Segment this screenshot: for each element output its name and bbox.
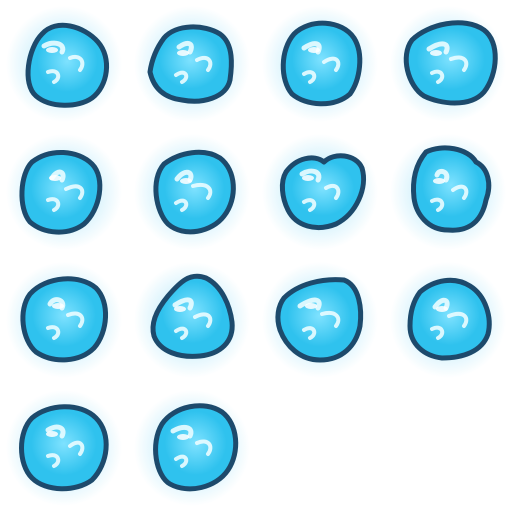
ice-highlight [68, 440, 85, 456]
ice-sparkle [49, 175, 61, 181]
ice-sparkle [174, 306, 186, 312]
ice-blob-body [407, 277, 492, 361]
ice-blob-body [150, 273, 235, 359]
ice-crystal-icon [134, 134, 250, 250]
ice-highlight [46, 325, 61, 340]
ice-highlight [430, 69, 445, 84]
ice-blob-frame-8 [384, 128, 512, 256]
ice-highlight [68, 55, 85, 72]
ice-highlight [432, 297, 450, 311]
ice-blob-body [19, 149, 103, 235]
ice-highlight [447, 311, 469, 328]
ice-highlight [430, 197, 445, 212]
ice-highlight [46, 69, 61, 84]
ice-highlight [195, 439, 213, 456]
ice-crystal-icon [134, 262, 250, 378]
ice-sparkle [308, 47, 320, 53]
ice-blob-body [19, 404, 109, 492]
ice-crystal-icon [262, 134, 378, 250]
ice-highlight [302, 326, 317, 340]
ice-highlight [449, 55, 469, 72]
ice-crystal-icon [262, 6, 378, 122]
ice-crystal-icon [6, 262, 122, 378]
ice-sparkle [177, 434, 189, 440]
ice-highlight [45, 424, 66, 439]
ice-sparkle [430, 50, 442, 56]
ice-highlight [302, 70, 317, 84]
ice-highlight [46, 453, 61, 468]
ice-blob-frame-14 [128, 384, 256, 512]
ice-highlight [297, 297, 322, 311]
ice-highlight [174, 326, 189, 340]
ice-highlight [176, 40, 194, 55]
ice-highlight [195, 55, 213, 72]
ice-blob-body [280, 20, 363, 107]
ice-blob-body [20, 276, 109, 363]
ice-blob-frame-12 [384, 256, 512, 384]
ice-sparkle [302, 175, 314, 181]
ice-sparkle [46, 47, 58, 53]
ice-highlight [191, 183, 213, 200]
ice-sparkle [52, 303, 64, 309]
ice-blob-frame-6 [128, 128, 256, 256]
ice-highlight [64, 184, 85, 200]
ice-highlight [426, 41, 450, 55]
ice-highlight [324, 183, 341, 200]
ice-highlight [174, 198, 189, 212]
ice-highlight [41, 40, 66, 55]
ice-highlight [320, 311, 341, 328]
ice-crystal-icon [390, 262, 506, 378]
ice-sparkle [177, 50, 189, 56]
ice-highlight [172, 297, 194, 311]
ice-crystal-icon [6, 390, 122, 506]
ice-blob-frame-10 [128, 256, 256, 384]
ice-blob-body [147, 24, 234, 104]
ice-highlight [193, 312, 213, 328]
ice-highlight [174, 169, 194, 183]
ice-highlight [430, 325, 445, 340]
ice-crystal-icon [262, 262, 378, 378]
ice-highlight [434, 168, 450, 183]
ice-blob-body [25, 22, 110, 108]
ice-blob-frame-4 [384, 0, 512, 128]
ice-blob-frame-9 [0, 256, 128, 384]
ice-sparkle [305, 303, 317, 309]
ice-highlight [451, 184, 469, 200]
ice-blob-frame-13 [0, 384, 128, 512]
ice-highlight [302, 198, 317, 212]
ice-blob-body [275, 277, 364, 363]
ice-crystal-icon [390, 134, 506, 250]
ice-crystal-icon [390, 6, 506, 122]
ice-crystal-icon [6, 6, 122, 122]
ice-highlight [66, 311, 85, 328]
ice-crystal-icon [134, 390, 250, 506]
ice-highlight [322, 56, 341, 72]
ice-blob-frame-3 [256, 0, 384, 128]
ice-blob-body [153, 403, 239, 492]
ice-highlight [299, 168, 322, 183]
ice-crystal-icon [134, 6, 250, 122]
ice-sparkle [46, 431, 58, 437]
ice-highlight [174, 454, 189, 468]
ice-blob-frame-2 [128, 0, 256, 128]
ice-blob-frame-1 [0, 0, 128, 128]
ice-sparkle [436, 306, 448, 312]
ice-blob-body [153, 149, 236, 235]
ice-sparkle [180, 178, 192, 184]
ice-highlight [46, 197, 61, 212]
ice-highlight [174, 70, 189, 84]
ice-blob-body [403, 20, 498, 106]
ice-sparkle [433, 178, 445, 184]
ice-blob-frame-5 [0, 128, 128, 256]
ice-blob-frame-7 [256, 128, 384, 256]
ice-highlight [170, 424, 194, 439]
ice-blob-body [411, 145, 492, 233]
ice-crystal-icon [6, 134, 122, 250]
ice-blob-frame-11 [256, 256, 384, 384]
